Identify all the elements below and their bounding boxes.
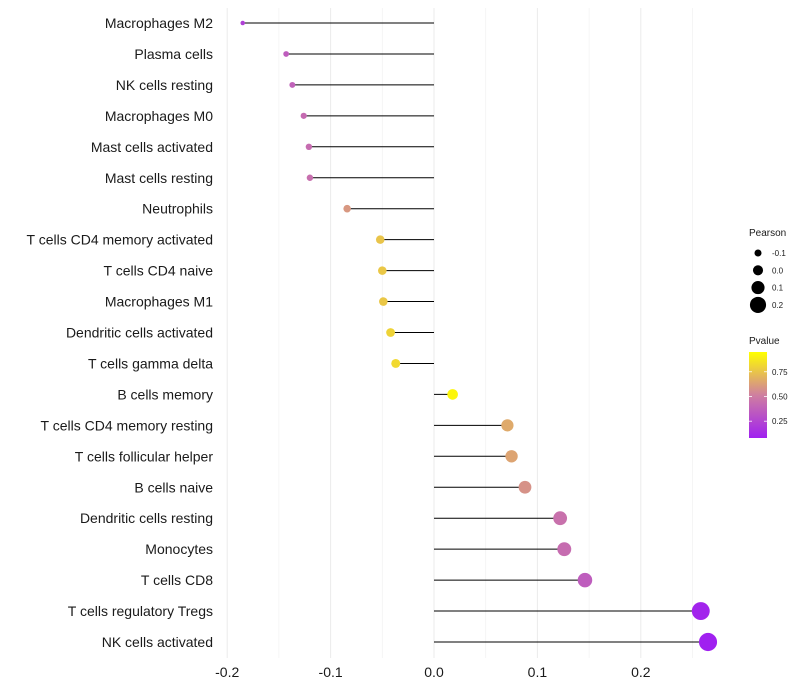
lollipop-point bbox=[240, 20, 245, 26]
lollipop-point bbox=[553, 511, 568, 526]
y-tick-label: T cells gamma delta bbox=[88, 355, 213, 371]
y-tick-label: Plasma cells bbox=[134, 46, 213, 62]
lollipop-point bbox=[289, 81, 296, 88]
x-tick-label: -0.2 bbox=[215, 664, 239, 680]
grid bbox=[226, 8, 693, 658]
lollipop-point bbox=[386, 328, 395, 337]
legend-size-key bbox=[752, 265, 764, 276]
y-tick-label: T cells CD4 naive bbox=[104, 263, 214, 279]
lollipop-point bbox=[698, 632, 718, 652]
y-tick-label: Macrophages M2 bbox=[105, 15, 213, 31]
legend-size-key bbox=[751, 281, 765, 295]
y-tick-label: T cells CD8 bbox=[141, 572, 213, 588]
lollipop-point bbox=[518, 480, 532, 494]
y-tick-label: Mast cells resting bbox=[105, 170, 213, 186]
colorbar-label: 0.50 bbox=[772, 392, 788, 401]
y-tick-label: NK cells activated bbox=[102, 634, 213, 650]
y-tick-label: B cells naive bbox=[134, 479, 213, 495]
x-tick-label: 0.1 bbox=[528, 664, 548, 680]
lollipop-point bbox=[306, 174, 314, 181]
y-tick-label: Dendritic cells resting bbox=[80, 510, 213, 526]
lollipop-point bbox=[557, 542, 572, 557]
legend-size-key bbox=[749, 296, 767, 313]
y-tick-label: T cells follicular helper bbox=[75, 448, 214, 464]
lollipop-point bbox=[391, 358, 401, 368]
lollipop-point bbox=[343, 204, 351, 213]
legend-pvalue-title: Pvalue bbox=[749, 336, 780, 347]
legend-size-label: -0.1 bbox=[772, 249, 786, 258]
lollipop-point bbox=[505, 450, 518, 463]
legend-pearson: Pearson -0.1 0.0 0.1 0.2 bbox=[749, 228, 786, 313]
y-tick-label: B cells memory bbox=[117, 386, 213, 402]
lollipop-point bbox=[378, 266, 387, 275]
y-tick-label: Macrophages M1 bbox=[105, 294, 213, 310]
lollipop-point bbox=[379, 297, 388, 306]
lollipop-point bbox=[305, 143, 313, 151]
y-tick-label: Monocytes bbox=[145, 541, 213, 557]
colorbar-label: 0.75 bbox=[772, 368, 788, 377]
lollipop-point bbox=[300, 112, 307, 119]
x-tick-label: 0.0 bbox=[424, 664, 444, 680]
legend-size-label: 0.0 bbox=[772, 266, 784, 275]
lollipop-point bbox=[691, 602, 710, 621]
lollipop-point bbox=[577, 572, 593, 588]
colorbar-label: 0.25 bbox=[772, 417, 788, 426]
legend-pvalue: Pvalue 0.75 0.50 0.25 bbox=[749, 336, 788, 438]
x-tick-label: -0.1 bbox=[319, 664, 343, 680]
y-tick-label: Neutrophils bbox=[142, 201, 213, 217]
legend-pearson-title: Pearson bbox=[749, 228, 786, 239]
x-tick-label: 0.2 bbox=[631, 664, 651, 680]
lollipop-point bbox=[283, 51, 290, 57]
y-tick-label: Mast cells activated bbox=[91, 139, 213, 155]
x-axis-labels: -0.2 -0.1 0.0 0.1 0.2 bbox=[215, 664, 651, 680]
legend-size-label: 0.2 bbox=[772, 301, 784, 310]
data-marks bbox=[240, 20, 718, 652]
legend-size-label: 0.1 bbox=[772, 284, 784, 293]
lollipop-point bbox=[375, 235, 385, 244]
y-tick-label: Dendritic cells activated bbox=[66, 325, 213, 341]
lollipop-point bbox=[447, 389, 458, 400]
legend-size-key bbox=[754, 249, 762, 257]
lollipop-point bbox=[501, 419, 514, 432]
y-tick-label: T cells CD4 memory activated bbox=[27, 232, 213, 248]
y-axis-labels: Macrophages M2 Plasma cells NK cells resti… bbox=[27, 15, 214, 650]
colorbar bbox=[749, 352, 767, 438]
y-tick-label: Macrophages M0 bbox=[105, 108, 213, 124]
y-tick-label: NK cells resting bbox=[116, 77, 213, 93]
y-tick-label: T cells regulatory Tregs bbox=[68, 603, 213, 619]
y-tick-label: T cells CD4 memory resting bbox=[41, 417, 213, 433]
